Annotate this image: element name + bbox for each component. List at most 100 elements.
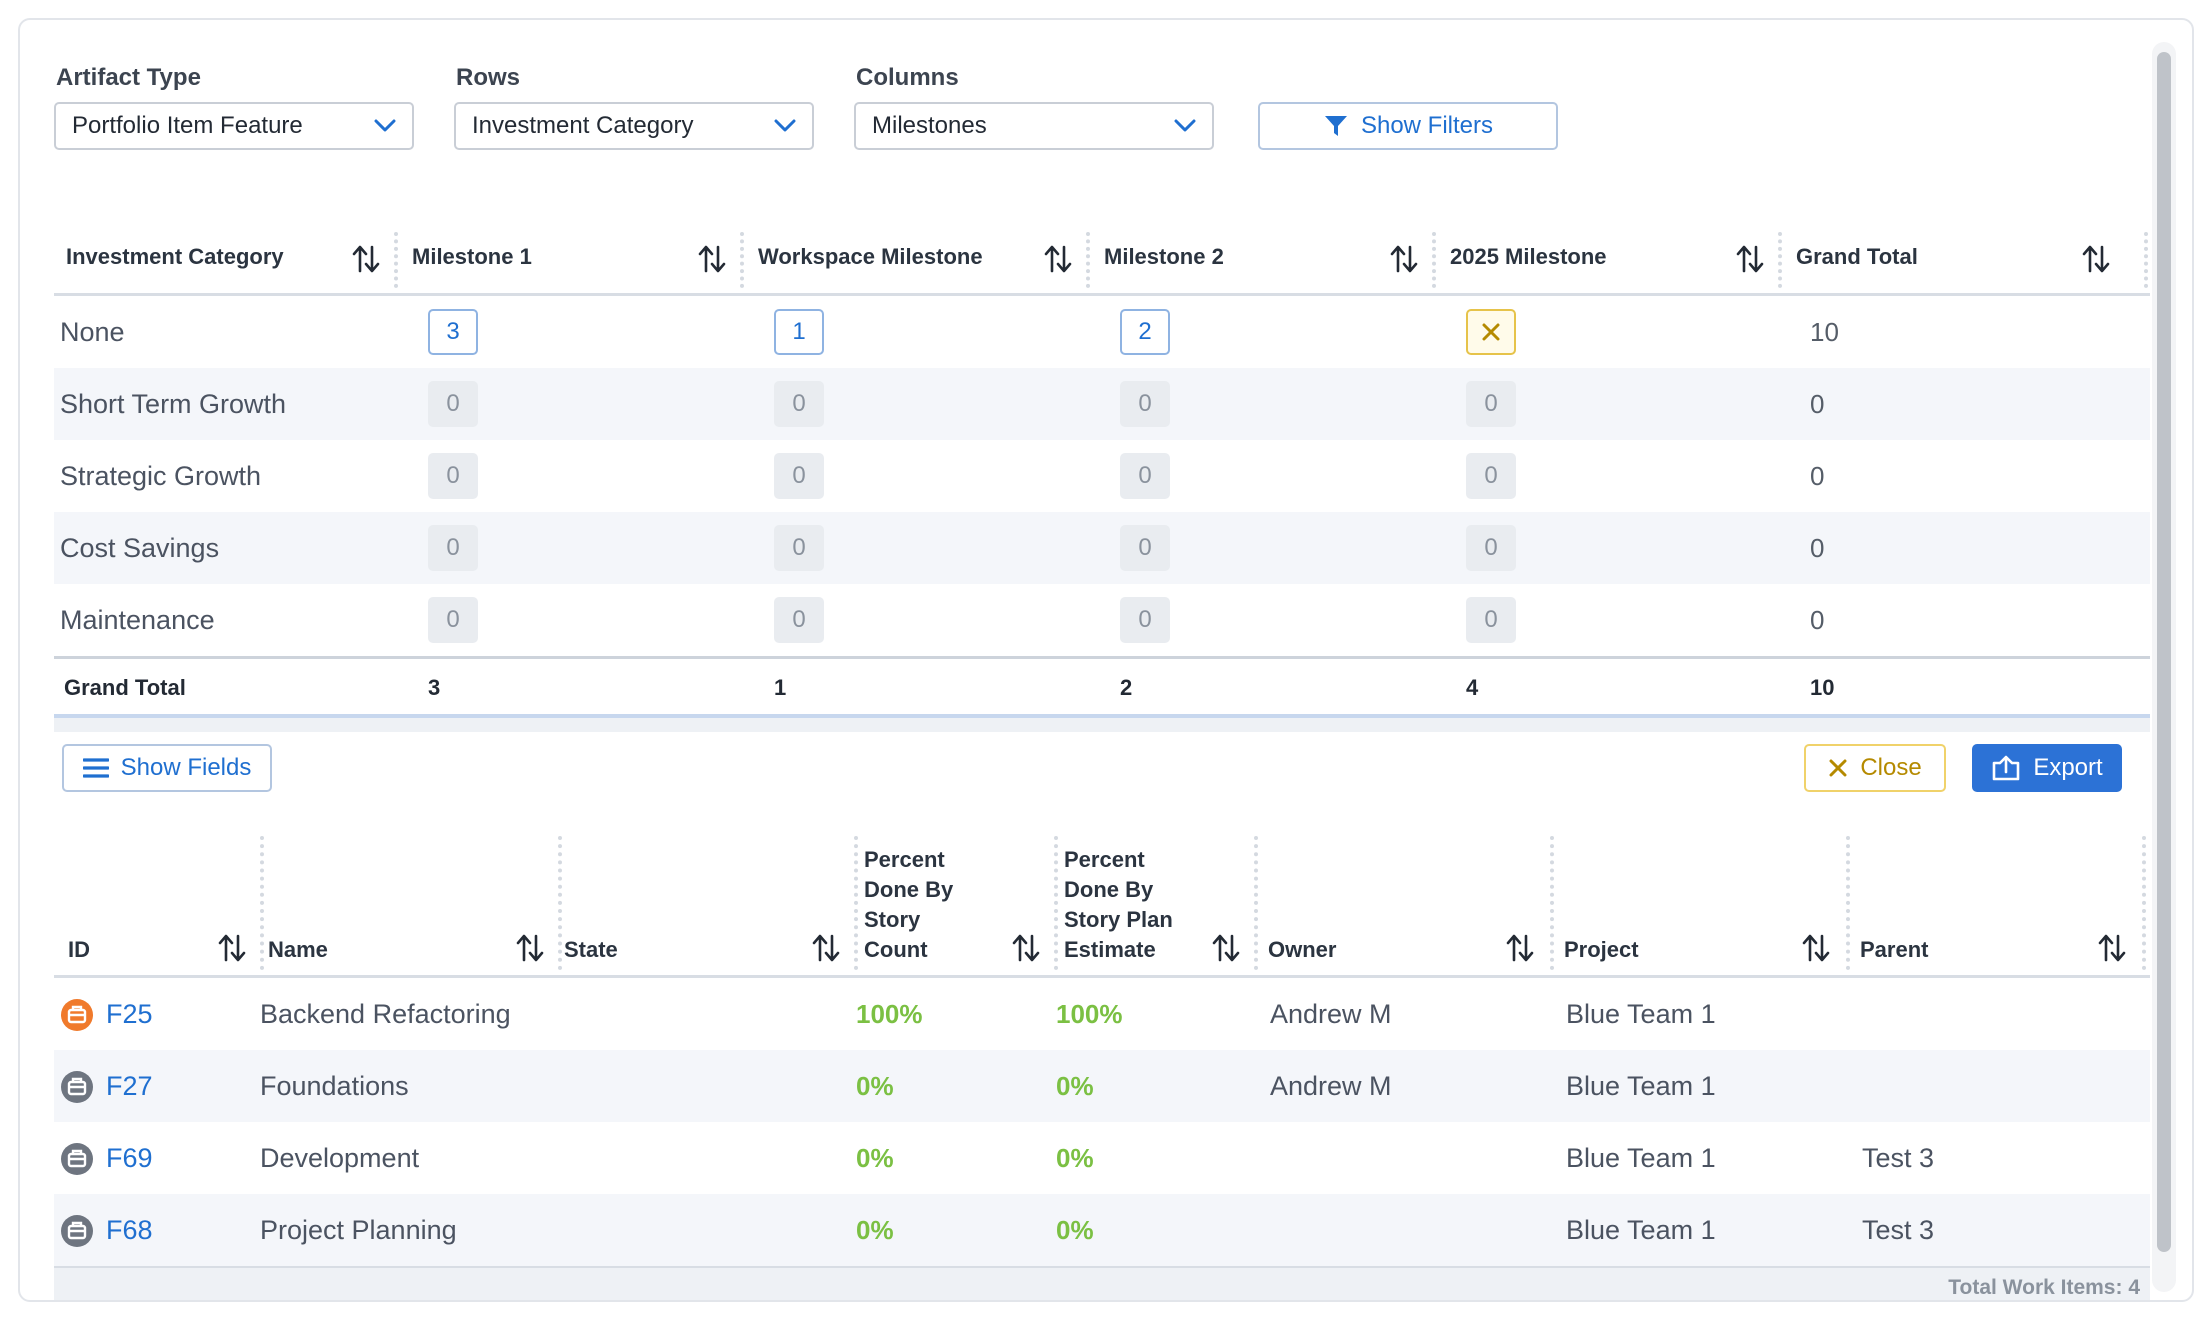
feature-icon bbox=[61, 1071, 93, 1103]
rows-select[interactable]: Investment Category bbox=[454, 102, 814, 150]
pivot-row-name: Cost Savings bbox=[60, 532, 220, 563]
feature-icon bbox=[61, 1215, 93, 1247]
close-icon bbox=[1829, 759, 1847, 777]
pivot-row-total: 0 bbox=[1810, 532, 1825, 563]
pivot-header-grand-total[interactable]: Grand Total bbox=[1784, 218, 2124, 296]
column-resizer[interactable] bbox=[1254, 836, 1258, 970]
pivot-row-total: 0 bbox=[1810, 460, 1825, 491]
grid-footer: Total Work Items: 4 bbox=[54, 1266, 2150, 1300]
pivot-count-cell: 0 bbox=[1466, 381, 1516, 427]
pivot-count-cell: 0 bbox=[1466, 597, 1516, 643]
columns-select[interactable]: Milestones bbox=[854, 102, 1214, 150]
pivot-count-link[interactable]: 1 bbox=[774, 309, 824, 355]
grid-header-state[interactable]: State bbox=[564, 937, 618, 962]
pivot-error-cell[interactable] bbox=[1466, 309, 1516, 355]
sort-icon[interactable] bbox=[1390, 244, 1418, 274]
work-item-id-link[interactable]: F68 bbox=[106, 1214, 153, 1245]
show-filters-button[interactable]: Show Filters bbox=[1258, 102, 1558, 150]
work-item-id-link[interactable]: F27 bbox=[106, 1070, 153, 1101]
pivot-header-investment-category[interactable]: Investment Category bbox=[54, 218, 394, 296]
pivot-header: Investment Category Milestone 1 Workspac… bbox=[54, 218, 2150, 296]
work-item-project: Blue Team 1 bbox=[1566, 1142, 1716, 1173]
table-row[interactable]: F69 Development 0% 0% Blue Team 1 Test 3 bbox=[54, 1122, 2150, 1194]
sort-icon[interactable] bbox=[1044, 244, 1072, 274]
pivot-row: Strategic Growth 0 0 0 0 0 bbox=[54, 440, 2150, 512]
rows-label: Rows bbox=[456, 64, 521, 91]
grand-total-label: Grand Total bbox=[64, 675, 186, 700]
sort-icon[interactable] bbox=[516, 933, 544, 963]
column-resizer[interactable] bbox=[260, 836, 264, 970]
work-item-id-link[interactable]: F69 bbox=[106, 1142, 153, 1173]
grid-header-project[interactable]: Project bbox=[1564, 937, 1639, 962]
sort-icon[interactable] bbox=[352, 244, 380, 274]
work-items-grid: ID Name State Percent Done By Story Coun… bbox=[54, 830, 2150, 1300]
header-label: Investment Category bbox=[66, 244, 284, 269]
sort-icon[interactable] bbox=[1736, 244, 1764, 274]
pivot-row-name: None bbox=[60, 316, 125, 347]
column-resizer[interactable] bbox=[2142, 836, 2146, 970]
pivot-count-link[interactable]: 2 bbox=[1120, 309, 1170, 355]
sort-icon[interactable] bbox=[1802, 933, 1830, 963]
sort-icon[interactable] bbox=[812, 933, 840, 963]
pivot-count-link[interactable]: 3 bbox=[428, 309, 478, 355]
sort-icon[interactable] bbox=[1506, 933, 1534, 963]
table-row[interactable]: F27 Foundations 0% 0% Andrew M Blue Team… bbox=[54, 1050, 2150, 1122]
pivot-row: Maintenance 0 0 0 0 0 bbox=[54, 584, 2150, 656]
artifact-type-select[interactable]: Portfolio Item Feature bbox=[54, 102, 414, 150]
chevron-down-icon bbox=[1174, 119, 1196, 133]
column-resizer[interactable] bbox=[740, 232, 744, 288]
column-resizer[interactable] bbox=[1550, 836, 1554, 970]
percent-done-estimate: 100% bbox=[1056, 998, 1123, 1029]
pivot-row-name: Strategic Growth bbox=[60, 460, 262, 491]
close-button[interactable]: Close bbox=[1804, 744, 1946, 792]
work-item-project: Blue Team 1 bbox=[1566, 1070, 1716, 1101]
work-item-id-link[interactable]: F25 bbox=[106, 998, 153, 1029]
pivot-count-cell: 0 bbox=[774, 525, 824, 571]
work-item-parent: Test 3 bbox=[1862, 1214, 1935, 1245]
column-resizer[interactable] bbox=[1846, 836, 1850, 970]
pivot-header-2025-milestone[interactable]: 2025 Milestone bbox=[1438, 218, 1778, 296]
column-resizer[interactable] bbox=[1086, 232, 1090, 288]
column-resizer[interactable] bbox=[558, 836, 562, 970]
show-fields-button[interactable]: Show Fields bbox=[62, 744, 272, 792]
sort-icon[interactable] bbox=[2082, 244, 2110, 274]
vertical-scrollbar[interactable] bbox=[2152, 42, 2176, 1292]
column-resizer[interactable] bbox=[2144, 232, 2148, 288]
column-resizer[interactable] bbox=[1432, 232, 1436, 288]
table-row[interactable]: F68 Project Planning 0% 0% Blue Team 1 T… bbox=[54, 1194, 2150, 1266]
sort-icon[interactable] bbox=[1212, 933, 1240, 963]
grid-header-id[interactable]: ID bbox=[68, 937, 90, 962]
grid-header-percent-done-count[interactable]: Percent Done By Story Count bbox=[850, 845, 953, 965]
artifact-type-value: Portfolio Item Feature bbox=[72, 112, 303, 139]
work-item-name: Project Planning bbox=[260, 1214, 457, 1245]
column-resizer[interactable] bbox=[854, 836, 858, 970]
grid-header-parent[interactable]: Parent bbox=[1860, 937, 1929, 962]
show-fields-label: Show Fields bbox=[120, 754, 252, 781]
pivot-row-name: Maintenance bbox=[60, 604, 215, 635]
column-resizer[interactable] bbox=[1054, 836, 1058, 970]
sort-icon[interactable] bbox=[2098, 933, 2126, 963]
grid-header-owner[interactable]: Owner bbox=[1268, 937, 1337, 962]
chevron-down-icon bbox=[774, 119, 796, 133]
work-item-name: Development bbox=[260, 1142, 420, 1173]
table-row[interactable]: F25 Backend Refactoring 100% 100% Andrew… bbox=[54, 978, 2150, 1050]
grid-header-percent-done-estimate[interactable]: Percent Done By Story Plan Estimate bbox=[1050, 845, 1173, 965]
grid-header-name[interactable]: Name bbox=[268, 937, 328, 962]
pivot-header-milestone-1[interactable]: Milestone 1 bbox=[400, 218, 740, 296]
pivot-header-milestone-2[interactable]: Milestone 2 bbox=[1092, 218, 1432, 296]
work-item-owner: Andrew M bbox=[1270, 998, 1392, 1029]
pivot-row-total: 0 bbox=[1810, 388, 1825, 419]
sort-icon[interactable] bbox=[1012, 933, 1040, 963]
column-resizer[interactable] bbox=[394, 232, 398, 288]
sort-icon[interactable] bbox=[698, 244, 726, 274]
columns-value: Milestones bbox=[872, 112, 987, 139]
column-resizer[interactable] bbox=[1778, 232, 1782, 288]
export-button[interactable]: Export bbox=[1972, 744, 2122, 792]
close-icon bbox=[1482, 323, 1500, 341]
sort-icon[interactable] bbox=[218, 933, 246, 963]
scrollbar-thumb[interactable] bbox=[2157, 52, 2171, 1252]
pivot-count-cell: 0 bbox=[1466, 525, 1516, 571]
percent-done-count: 0% bbox=[856, 1070, 894, 1101]
pivot-header-workspace-milestone[interactable]: Workspace Milestone bbox=[746, 218, 1086, 296]
feature-icon bbox=[61, 1143, 93, 1175]
